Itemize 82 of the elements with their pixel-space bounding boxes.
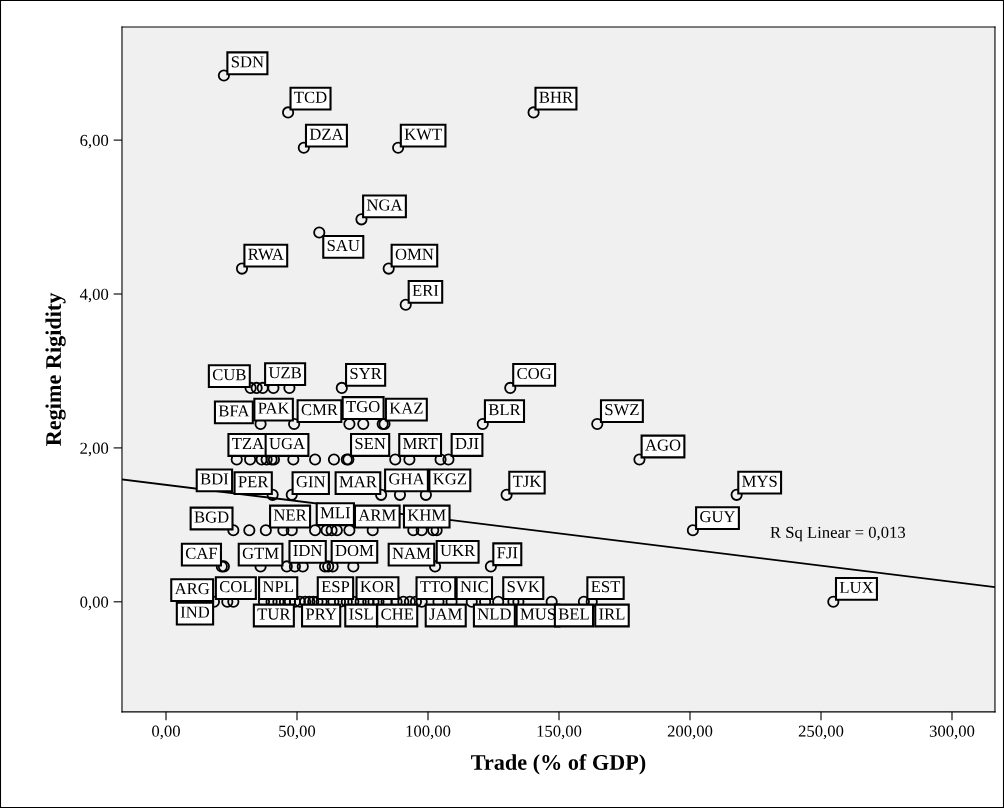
annotation: SEN	[355, 437, 386, 450]
annotation: KWT	[404, 128, 442, 140]
annotation: CAF	[185, 547, 218, 559]
annotation: PRY	[305, 608, 337, 620]
annotation: KGZ	[433, 473, 467, 485]
annotation: OMN	[395, 248, 434, 260]
annotation: SDN	[231, 56, 264, 68]
x-tick-label: 200,00	[667, 725, 713, 740]
annotation: KOR	[360, 581, 396, 593]
annotation: BHR	[539, 91, 574, 103]
annotation: CMR	[301, 404, 338, 416]
annotation: ERI	[412, 284, 439, 296]
y-tick-label: 4,00	[79, 288, 109, 303]
annotation: TTO	[420, 581, 452, 593]
x-tick-label: 0,00	[152, 725, 180, 740]
annotation: IRL	[599, 608, 625, 620]
annotation: MUS	[520, 608, 556, 620]
y-tick-label: 2,00	[80, 442, 109, 457]
annotation: MAR	[339, 476, 377, 488]
annotation: GHA	[389, 473, 425, 485]
annotation: GUY	[700, 511, 736, 523]
annotation: UGA	[269, 437, 305, 450]
annotation: DOM	[335, 544, 374, 557]
annotation: MLI	[320, 507, 351, 519]
annotation: KHM	[407, 509, 446, 521]
annotation: PER	[238, 476, 269, 488]
annotation: ESP	[321, 581, 350, 593]
annotation: ARM	[358, 509, 396, 521]
annotation: FJI	[497, 547, 518, 559]
annotation: ISL	[349, 608, 373, 620]
annotation: BLR	[488, 404, 521, 416]
annotation: BGD	[194, 511, 229, 523]
annotation: NER	[273, 509, 307, 521]
x-tick-label: 300,00	[929, 725, 975, 740]
annotation: NIC	[460, 581, 488, 593]
x-tick-label: 100,00	[406, 725, 451, 740]
annotation: SWZ	[605, 404, 639, 416]
annotation: PAK	[258, 402, 290, 414]
annotation: GIN	[296, 476, 326, 488]
annotation: EST	[591, 581, 621, 593]
x-tick-label: 250,00	[798, 725, 844, 740]
annotation: BDI	[200, 473, 229, 485]
annotation: NPL	[262, 581, 293, 593]
annotation: BFA	[218, 405, 250, 417]
annotation: NGA	[366, 199, 403, 211]
annotation: DJI	[455, 438, 479, 450]
x-tick-label: 150,00	[537, 725, 582, 740]
annotation: CHE	[381, 608, 414, 620]
annotation: UZB	[268, 367, 301, 379]
y-tick-label: 6,00	[80, 134, 109, 149]
annotation: ARG	[174, 583, 210, 595]
annotation: MYS	[742, 475, 777, 487]
annotation: TGO	[346, 401, 380, 413]
annotation: GTM	[242, 547, 279, 559]
annotation: JAM	[429, 608, 462, 620]
annotation: COL	[219, 581, 252, 593]
x-tick-label: 50,00	[279, 725, 316, 740]
annotation: R Sq Linear = 0,013	[770, 526, 906, 542]
annotation: MRT	[403, 438, 438, 449]
annotation: DZA	[309, 128, 344, 140]
annotation: NLD	[477, 608, 511, 620]
annotation: IND	[180, 606, 210, 618]
annotation: CUB	[212, 369, 246, 381]
annotation: SVK	[507, 581, 540, 593]
annotation: NAM	[392, 547, 431, 559]
annotation: IDN	[293, 545, 323, 556]
annotation: RWA	[248, 248, 284, 260]
annotation: BEL	[558, 608, 589, 620]
annotation: SYR	[350, 367, 382, 380]
y-tick-label: 0,00	[80, 596, 109, 611]
annotation: AGO	[645, 439, 681, 451]
annotation: SAU	[327, 239, 360, 252]
x-axis-title: Trade (% of GDP)	[471, 754, 646, 775]
annotation: UKR	[440, 545, 476, 557]
annotation: TJK	[512, 475, 542, 487]
annotation: COG	[517, 367, 552, 380]
annotation: TUR	[257, 608, 291, 620]
annotation: TCD	[294, 91, 327, 103]
annotation: KAZ	[389, 402, 423, 414]
annotation: TZA	[232, 437, 265, 449]
annotation: LUX	[839, 581, 874, 594]
y-axis-title: Regime Rigidity	[45, 292, 66, 446]
